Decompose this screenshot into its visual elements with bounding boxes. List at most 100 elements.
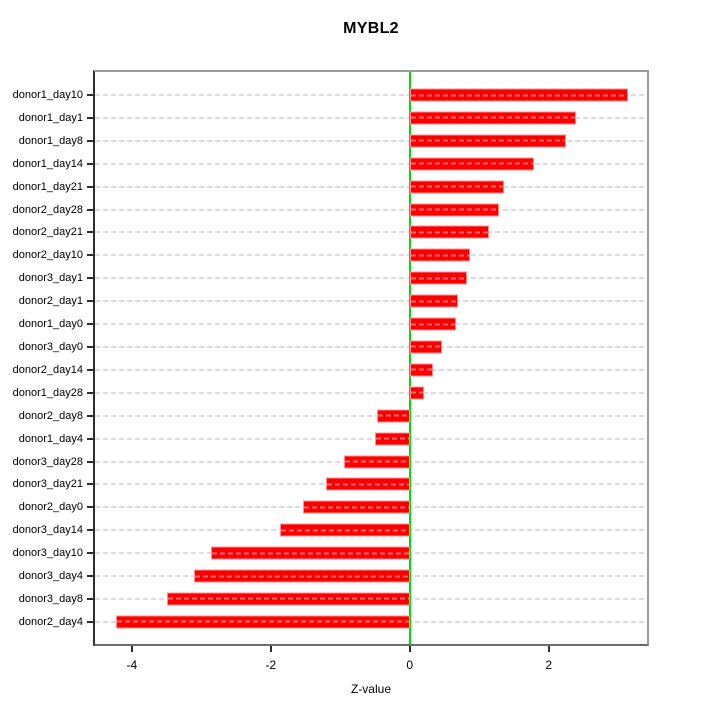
bar-row: donor1_day1 [19, 107, 647, 129]
y-axis-label: donor2_day8 [18, 409, 83, 422]
bar [410, 225, 489, 239]
y-axis-label: donor3_day0 [18, 340, 83, 353]
y-axis-label: donor1_day0 [18, 318, 83, 331]
bar-row: donor3_day14 [13, 519, 647, 541]
bar-row: donor1_day10 [13, 84, 647, 106]
y-tick [87, 552, 93, 555]
bar [410, 111, 576, 125]
bar-row: donor1_day28 [13, 382, 647, 404]
bar [115, 615, 411, 629]
y-tick [87, 391, 93, 394]
y-axis-label: donor2_day14 [12, 363, 83, 376]
x-tick-label: -2 [265, 658, 277, 672]
y-axis-label: donor1_day21 [12, 180, 83, 193]
bar-row: donor3_day1 [19, 267, 647, 289]
bar [303, 500, 411, 514]
bar-row: donor3_day10 [13, 542, 647, 564]
bar-rows: donor1_day10 donor1_day1 donor1_day8 donor1… [13, 72, 647, 644]
bar [410, 157, 534, 171]
bar [211, 546, 411, 560]
y-axis-label: donor3_day4 [18, 570, 83, 583]
bar-row: donor2_day0 [19, 496, 647, 518]
y-axis-label: donor1_day4 [18, 432, 83, 445]
y-axis-label: donor1_day14 [12, 157, 83, 170]
bar-row: donor3_day4 [19, 565, 647, 587]
bar [167, 592, 411, 606]
y-axis-label: donor2_day28 [12, 203, 83, 216]
bar [374, 432, 411, 446]
bar-row: donor1_day0 [19, 313, 647, 335]
bar-row: donor1_day21 [13, 176, 647, 198]
bar-row: donor2_day4 [19, 611, 647, 633]
y-axis-label: donor2_day21 [12, 226, 83, 239]
bar [410, 294, 459, 308]
bar-row: donor1_day8 [19, 130, 647, 152]
y-tick [87, 277, 93, 280]
bar-row: donor1_day14 [13, 153, 647, 175]
y-tick [87, 231, 93, 234]
x-axis: -4 -2 0 2 [95, 646, 646, 672]
y-axis-label: donor2_day0 [18, 501, 83, 514]
y-tick [87, 185, 93, 188]
y-tick [87, 162, 93, 165]
zero-reference-line [409, 72, 412, 644]
bar [410, 180, 505, 194]
y-tick [87, 94, 93, 96]
bar [410, 386, 424, 400]
bar [410, 88, 628, 102]
bar-row: donor2_day28 [13, 199, 647, 221]
bar [193, 569, 411, 583]
bar [343, 455, 411, 468]
bar [410, 340, 443, 354]
x-tick-label: 0 [406, 658, 414, 672]
x-tick [269, 646, 272, 652]
bar-row: donor3_day28 [13, 451, 647, 473]
y-tick [87, 506, 93, 509]
bar-row: donor2_day10 [13, 244, 647, 266]
y-axis-label: donor3_day21 [12, 478, 83, 491]
bar [376, 409, 411, 423]
bar-row: donor2_day1 [19, 290, 647, 312]
y-axis-label: donor3_day14 [12, 524, 83, 537]
y-tick [87, 483, 93, 486]
y-tick [87, 116, 93, 119]
bar [410, 363, 434, 377]
y-tick [87, 368, 93, 371]
bar [326, 477, 411, 491]
x-tick [547, 646, 550, 652]
y-axis-label: donor3_day1 [18, 272, 83, 285]
y-axis-label: donor2_day4 [18, 615, 83, 628]
x-tick [408, 646, 411, 652]
y-axis-label: donor2_day10 [12, 249, 83, 262]
y-tick [87, 254, 93, 257]
x-tick-label: -4 [126, 658, 138, 672]
bar-row: donor2_day14 [13, 359, 647, 381]
bar [280, 523, 411, 537]
bar-row: donor3_day8 [19, 588, 647, 610]
y-tick [87, 323, 93, 326]
y-tick [87, 620, 93, 623]
y-axis-label: donor1_day1 [18, 111, 83, 124]
y-tick [87, 529, 93, 532]
y-tick [87, 345, 93, 348]
y-axis-label: donor3_day28 [12, 455, 83, 468]
bar [410, 248, 471, 262]
y-tick [87, 208, 93, 211]
y-tick [87, 575, 93, 578]
y-axis-label: donor2_day1 [18, 295, 83, 308]
y-tick [87, 414, 93, 417]
x-tick [130, 646, 133, 652]
y-tick [87, 139, 93, 142]
bar [410, 317, 456, 331]
x-tick-label: 2 [545, 658, 553, 672]
y-tick [87, 597, 93, 600]
y-axis-label: donor1_day28 [12, 386, 83, 399]
bar [410, 134, 567, 148]
y-tick [87, 300, 93, 303]
bar-row: donor1_day4 [19, 428, 647, 450]
bar [410, 271, 467, 285]
bar-row: donor2_day21 [13, 221, 647, 243]
x-axis-title: Z-value [350, 682, 391, 696]
y-tick [87, 460, 93, 463]
